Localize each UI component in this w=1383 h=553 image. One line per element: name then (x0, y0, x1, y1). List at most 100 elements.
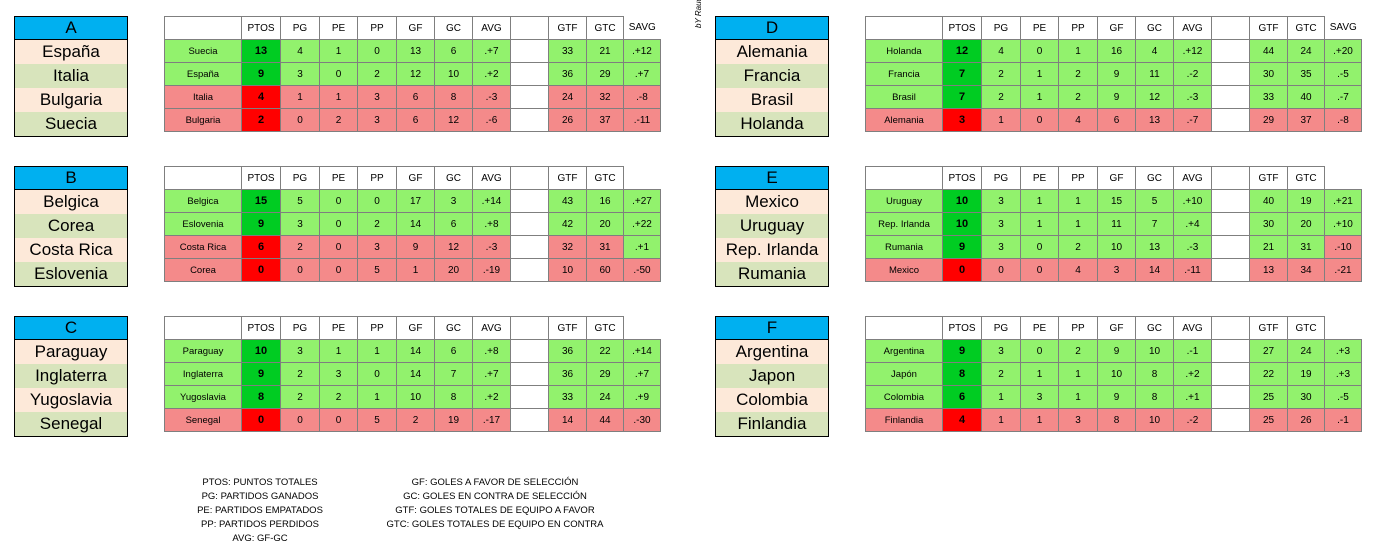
gtc-cell: 31 (586, 235, 624, 259)
header-cell-empty (623, 166, 661, 190)
table-row: Holanda 12 4 0 1 16 4 .+12 44 24 .+20 (865, 39, 1362, 63)
gc-cell: 6 (434, 39, 473, 63)
gf-cell: 2 (396, 408, 435, 432)
points-cell: 4 (241, 85, 281, 109)
pg-cell: 0 (280, 108, 320, 132)
header-cell: PE (1020, 16, 1059, 40)
group-team: Finlandia (716, 412, 828, 436)
pp-cell: 2 (357, 62, 397, 86)
gc-cell: 12 (434, 108, 473, 132)
team-name-cell: Corea (164, 258, 242, 282)
table-row: Francia 7 2 1 2 9 11 .-2 30 35 .-5 (865, 62, 1362, 86)
author-credit: bY Raudex (694, 0, 703, 28)
spacer-cell (1211, 166, 1250, 190)
team-name-cell: Inglaterra (164, 362, 242, 386)
pp-cell: 2 (1058, 235, 1098, 259)
legend-right: GF: GOLES A FAVOR DE SELECCIÓN GC: GOLES… (370, 476, 620, 532)
group-letter: E (716, 167, 828, 190)
group-letter: A (15, 17, 127, 40)
pe-cell: 0 (319, 212, 358, 236)
spacer-cell (1211, 108, 1250, 132)
gtf-cell: 30 (1249, 62, 1288, 86)
standings-table: PTOS PG PE PP GF GC AVG GTF GTC Argentina 9 3 0 2 9 10.… (865, 316, 1362, 432)
header-cell: PE (319, 16, 358, 40)
pe-cell: 0 (319, 235, 358, 259)
savg-cell: .-10 (1324, 235, 1362, 259)
gf-cell: 15 (1097, 189, 1136, 213)
gf-cell: 13 (396, 39, 435, 63)
header-cell: PTOS (241, 166, 281, 190)
pe-cell: 2 (319, 108, 358, 132)
gtc-cell: 21 (586, 39, 624, 63)
table-row: Paraguay 10 3 1 1 14 6 .+8 36 22 .+14 (164, 339, 661, 363)
gtf-cell: 33 (548, 39, 587, 63)
group-team: Uruguay (716, 214, 828, 238)
header-cell: PE (1020, 316, 1059, 340)
spacer-cell (510, 385, 549, 409)
header-cell: PP (1058, 316, 1098, 340)
gtc-cell: 19 (1287, 362, 1325, 386)
pp-cell: 4 (1058, 258, 1098, 282)
pe-cell: 0 (1020, 258, 1059, 282)
team-name-cell: Eslovenia (164, 212, 242, 236)
points-cell: 3 (942, 108, 982, 132)
gc-cell: 8 (1135, 362, 1174, 386)
corner-cell (865, 166, 943, 190)
group-team: Paraguay (15, 340, 127, 364)
corner-cell (164, 166, 242, 190)
pg-cell: 0 (280, 258, 320, 282)
points-cell: 12 (942, 39, 982, 63)
group-team: Alemania (716, 40, 828, 64)
pg-cell: 3 (280, 62, 320, 86)
savg-cell: .+3 (1324, 362, 1362, 386)
pg-cell: 3 (280, 212, 320, 236)
pp-cell: 5 (357, 258, 397, 282)
gtf-cell: 22 (1249, 362, 1288, 386)
table-row: Suecia 13 4 1 0 13 6 .+7 33 21 .+12 (164, 39, 661, 63)
pe-cell: 1 (1020, 189, 1059, 213)
points-cell: 9 (942, 339, 982, 363)
points-cell: 13 (241, 39, 281, 63)
spacer-cell (1211, 408, 1250, 432)
header-cell: GF (396, 166, 435, 190)
header-cell: PTOS (942, 16, 982, 40)
savg-cell: .-8 (623, 85, 661, 109)
gtf-cell: 25 (1249, 408, 1288, 432)
header-cell: PG (280, 166, 320, 190)
spacer-cell (1211, 189, 1250, 213)
header-cell: AVG (472, 316, 511, 340)
gc-cell: 5 (1135, 189, 1174, 213)
team-name-cell: Mexico (865, 258, 943, 282)
avg-cell: .-1 (1173, 339, 1212, 363)
group-team: Brasil (716, 88, 828, 112)
spacer-cell (510, 362, 549, 386)
group-team: Yugoslavia (15, 388, 127, 412)
header-cell: GF (1097, 16, 1136, 40)
corner-cell (865, 316, 943, 340)
points-cell: 9 (942, 235, 982, 259)
gtc-cell: 16 (586, 189, 624, 213)
avg-cell: .+1 (1173, 385, 1212, 409)
savg-cell: .+10 (1324, 212, 1362, 236)
group-box: F Argentina Japon Colombia Finlandia (715, 316, 829, 437)
legend-line: PP: PARTIDOS PERDIDOS (201, 519, 319, 530)
header-cell: PP (357, 166, 397, 190)
header-cell: PP (1058, 166, 1098, 190)
spacer-cell (510, 189, 549, 213)
header-cell: GTF (548, 166, 587, 190)
spacer-cell (510, 16, 549, 40)
table-row: Japón 8 2 1 1 10 8 .+2 22 19 .+3 (865, 362, 1362, 386)
header-cell: GTC (586, 316, 624, 340)
team-name-cell: Holanda (865, 39, 943, 63)
savg-cell: .+1 (623, 235, 661, 259)
avg-cell: .+14 (472, 189, 511, 213)
group-team: Argentina (716, 340, 828, 364)
points-cell: 0 (241, 258, 281, 282)
group-team: Inglaterra (15, 364, 127, 388)
spacer-cell (1211, 316, 1250, 340)
pe-cell: 1 (1020, 212, 1059, 236)
pg-cell: 2 (981, 362, 1021, 386)
gtf-cell: 24 (548, 85, 587, 109)
header-cell: PTOS (241, 316, 281, 340)
spacer-cell (1211, 258, 1250, 282)
